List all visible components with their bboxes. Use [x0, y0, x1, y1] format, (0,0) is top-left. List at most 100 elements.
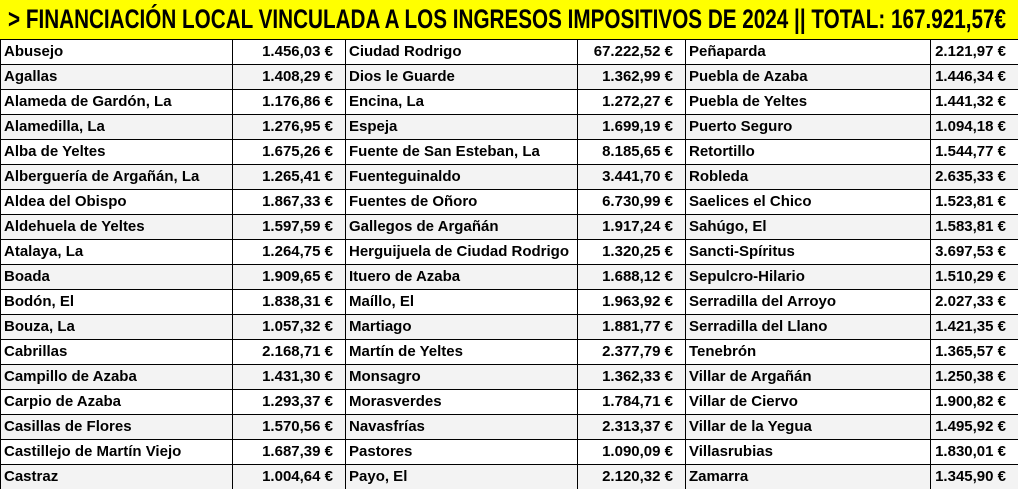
municipality-cell: Navasfrías [345, 414, 578, 440]
amount-cell: 1.362,33 € [577, 364, 686, 390]
amount-cell: 2.120,32 € [577, 464, 686, 489]
table-row: Aldea del Obispo 1.867,33 € Fuentes de Oño… [0, 189, 1018, 215]
municipality-cell: Alba de Yeltes [0, 139, 233, 165]
amount-cell: 6.730,99 € [577, 189, 686, 215]
amount-cell: 8.185,65 € [577, 139, 686, 165]
amount-cell: 1.441,32 € [930, 89, 1018, 115]
municipality-cell: Villar de Argañán [685, 364, 931, 390]
municipality-cell: Villar de Ciervo [685, 389, 931, 415]
municipality-cell: Fuentes de Oñoro [345, 189, 578, 215]
table-row: Boada 1.909,65 € Ituero de Azaba 1.688,12 €… [0, 264, 1018, 290]
title: > FINANCIACIÓN LOCAL VINCULADA A LOS ING… [8, 3, 1006, 34]
amount-cell: 2.313,37 € [577, 414, 686, 440]
amount-cell: 67.222,52 € [577, 39, 686, 65]
table-row: Carpio de Azaba 1.293,37 € Morasverdes 1.78… [0, 389, 1018, 415]
amount-cell: 1.583,81 € [930, 214, 1018, 240]
amount-cell: 1.687,39 € [232, 439, 346, 465]
municipality-cell: Villar de la Yegua [685, 414, 931, 440]
municipality-cell: Gallegos de Argañán [345, 214, 578, 240]
amount-cell: 1.900,82 € [930, 389, 1018, 415]
amount-cell: 1.881,77 € [577, 314, 686, 340]
municipality-cell: Alberguería de Argañán, La [0, 164, 233, 190]
amount-cell: 1.699,19 € [577, 114, 686, 140]
table-row: Alberguería de Argañán, La 1.265,41 € Fuen… [0, 164, 1018, 190]
amount-cell: 1.004,64 € [232, 464, 346, 489]
amount-cell: 1.688,12 € [577, 264, 686, 290]
municipality-cell: Fuente de San Esteban, La [345, 139, 578, 165]
municipality-cell: Aldehuela de Yeltes [0, 214, 233, 240]
table: Abusejo 1.456,03 € Ciudad Rodrigo 67.222,52… [0, 39, 1018, 489]
municipality-cell: Campillo de Azaba [0, 364, 233, 390]
municipality-cell: Peñaparda [685, 39, 931, 65]
municipality-cell: Tenebrón [685, 339, 931, 365]
municipality-cell: Monsagro [345, 364, 578, 390]
municipality-cell: Martín de Yeltes [345, 339, 578, 365]
table-row: Alameda de Gardón, La 1.176,86 € Encina, L… [0, 89, 1018, 115]
table-row: Aldehuela de Yeltes 1.597,59 € Gallegos de… [0, 214, 1018, 240]
table-row: Bouza, La 1.057,32 € Martiago 1.881,77 € Ser… [0, 314, 1018, 340]
municipality-cell: Retortillo [685, 139, 931, 165]
municipality-cell: Serradilla del Llano [685, 314, 931, 340]
municipality-cell: Encina, La [345, 89, 578, 115]
municipality-cell: Sahúgo, El [685, 214, 931, 240]
amount-cell: 1.265,41 € [232, 164, 346, 190]
table-row: Alba de Yeltes 1.675,26 € Fuente de San Es… [0, 139, 1018, 165]
municipality-cell: Fuenteguinaldo [345, 164, 578, 190]
amount-cell: 1.510,29 € [930, 264, 1018, 290]
amount-cell: 1.264,75 € [232, 239, 346, 265]
amount-cell: 1.909,65 € [232, 264, 346, 290]
municipality-cell: Cabrillas [0, 339, 233, 365]
municipality-cell: Casillas de Flores [0, 414, 233, 440]
amount-cell: 1.250,38 € [930, 364, 1018, 390]
municipality-cell: Ciudad Rodrigo [345, 39, 578, 65]
amount-cell: 1.456,03 € [232, 39, 346, 65]
amount-cell: 1.431,30 € [232, 364, 346, 390]
amount-cell: 1.867,33 € [232, 189, 346, 215]
municipality-cell: Atalaya, La [0, 239, 233, 265]
table-row: Agallas 1.408,29 € Dios le Guarde 1.362,99 … [0, 64, 1018, 90]
amount-cell: 1.094,18 € [930, 114, 1018, 140]
amount-cell: 1.276,95 € [232, 114, 346, 140]
municipality-cell: Zamarra [685, 464, 931, 489]
table-row: Castillejo de Martín Viejo 1.687,39 € Past… [0, 439, 1018, 465]
amount-cell: 3.697,53 € [930, 239, 1018, 265]
title-bar: > FINANCIACIÓN LOCAL VINCULADA A LOS ING… [0, 0, 1018, 39]
municipality-cell: Alamedilla, La [0, 114, 233, 140]
municipality-cell: Castillejo de Martín Viejo [0, 439, 233, 465]
amount-cell: 1.345,90 € [930, 464, 1018, 489]
amount-cell: 1.523,81 € [930, 189, 1018, 215]
amount-cell: 1.293,37 € [232, 389, 346, 415]
table-row: Atalaya, La 1.264,75 € Herguijuela de Ciud… [0, 239, 1018, 265]
table-row: Castraz 1.004,64 € Payo, El 2.120,32 € Zamar… [0, 464, 1018, 489]
municipality-cell: Agallas [0, 64, 233, 90]
municipality-cell: Puerto Seguro [685, 114, 931, 140]
municipality-cell: Sepulcro-Hilario [685, 264, 931, 290]
amount-cell: 1.272,27 € [577, 89, 686, 115]
amount-cell: 2.027,33 € [930, 289, 1018, 315]
municipality-cell: Morasverdes [345, 389, 578, 415]
municipality-cell: Carpio de Azaba [0, 389, 233, 415]
amount-cell: 1.570,56 € [232, 414, 346, 440]
amount-cell: 1.365,57 € [930, 339, 1018, 365]
amount-cell: 1.597,59 € [232, 214, 346, 240]
municipality-cell: Puebla de Yeltes [685, 89, 931, 115]
amount-cell: 2.635,33 € [930, 164, 1018, 190]
municipality-cell: Castraz [0, 464, 233, 489]
municipality-cell: Alameda de Gardón, La [0, 89, 233, 115]
amount-cell: 1.838,31 € [232, 289, 346, 315]
amount-cell: 1.362,99 € [577, 64, 686, 90]
municipality-cell: Aldea del Obispo [0, 189, 233, 215]
table-row: Alamedilla, La 1.276,95 € Espeja 1.699,19 €… [0, 114, 1018, 140]
amount-cell: 2.377,79 € [577, 339, 686, 365]
municipality-cell: Bouza, La [0, 314, 233, 340]
table-row: Abusejo 1.456,03 € Ciudad Rodrigo 67.222,52… [0, 39, 1018, 65]
municipality-cell: Boada [0, 264, 233, 290]
municipality-cell: Martiago [345, 314, 578, 340]
amount-cell: 2.121,97 € [930, 39, 1018, 65]
amount-cell: 1.090,09 € [577, 439, 686, 465]
table-row: Casillas de Flores 1.570,56 € Navasfrías 2.… [0, 414, 1018, 440]
municipality-cell: Herguijuela de Ciudad Rodrigo [345, 239, 578, 265]
amount-cell: 1.917,24 € [577, 214, 686, 240]
municipality-cell: Serradilla del Arroyo [685, 289, 931, 315]
